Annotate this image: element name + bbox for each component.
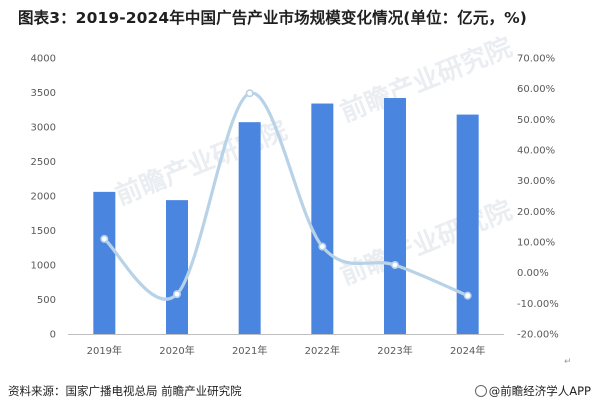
y-right-tick-label: 20.00% — [517, 207, 555, 218]
y-left-tick-label: 500 — [37, 295, 56, 306]
y-right-tick-label: 0.00% — [517, 268, 549, 279]
y-left-tick-label: 4000 — [31, 54, 56, 65]
brand-credit: @前瞻经济学人APP — [474, 383, 591, 399]
y-left-tick-label: 1000 — [31, 261, 56, 272]
growth-point-2019年 — [100, 234, 109, 243]
y-right-tick-label: 50.00% — [517, 115, 555, 126]
return-mark: ↵ — [564, 357, 572, 367]
y-right-tick-label: 40.00% — [517, 146, 555, 157]
x-tick-label: 2020年 — [159, 344, 194, 357]
x-tick-label: 2021年 — [232, 344, 267, 357]
y-left-tick-label: 3500 — [31, 88, 56, 99]
bar-2024年 — [456, 114, 479, 334]
watermark-text: 前瞻产业研究院 — [336, 32, 516, 129]
y-left-tick-label: 0 — [50, 330, 56, 341]
brand-logo-icon — [474, 385, 487, 397]
growth-point-2023年 — [390, 260, 399, 269]
bar-2023年 — [384, 98, 406, 335]
y-right-tick-label: 30.00% — [517, 176, 555, 187]
y-right-tick-label: -10.00% — [517, 299, 559, 310]
bar-2022年 — [311, 103, 334, 334]
watermark-text: 前瞻产业研究院 — [111, 115, 291, 212]
chart-title: 图表3：2019-2024年中国广告产业市场规模变化情况(单位：亿元，%) — [18, 9, 527, 27]
bar-2021年 — [238, 122, 261, 334]
bar-2019年 — [93, 191, 116, 334]
growth-point-2024年 — [463, 291, 472, 300]
y-left-tick-label: 3000 — [31, 123, 56, 134]
x-tick-label: 2019年 — [87, 344, 122, 357]
x-tick-label: 2024年 — [450, 344, 485, 357]
y-left-tick-label: 1500 — [31, 226, 56, 237]
source-note: 资料来源：国家广播电视总局 前瞻产业研究院 — [8, 384, 242, 398]
x-tick-label: 2023年 — [377, 344, 412, 357]
x-tick-label: 2022年 — [305, 344, 340, 357]
bar-2020年 — [166, 200, 188, 334]
growth-point-2021年 — [245, 89, 254, 98]
growth-point-2020年 — [173, 290, 182, 299]
y-right-tick-label: 60.00% — [517, 84, 555, 95]
y-right-tick-label: -20.00% — [517, 330, 559, 341]
brand-credit-text: @前瞻经济学人APP — [488, 384, 591, 398]
y-left-tick-label: 2500 — [31, 157, 56, 168]
growth-point-2022年 — [318, 242, 327, 251]
y-right-tick-label: 10.00% — [517, 238, 555, 249]
y-left-tick-label: 2000 — [31, 192, 56, 203]
y-right-tick-label: 70.00% — [517, 54, 555, 65]
